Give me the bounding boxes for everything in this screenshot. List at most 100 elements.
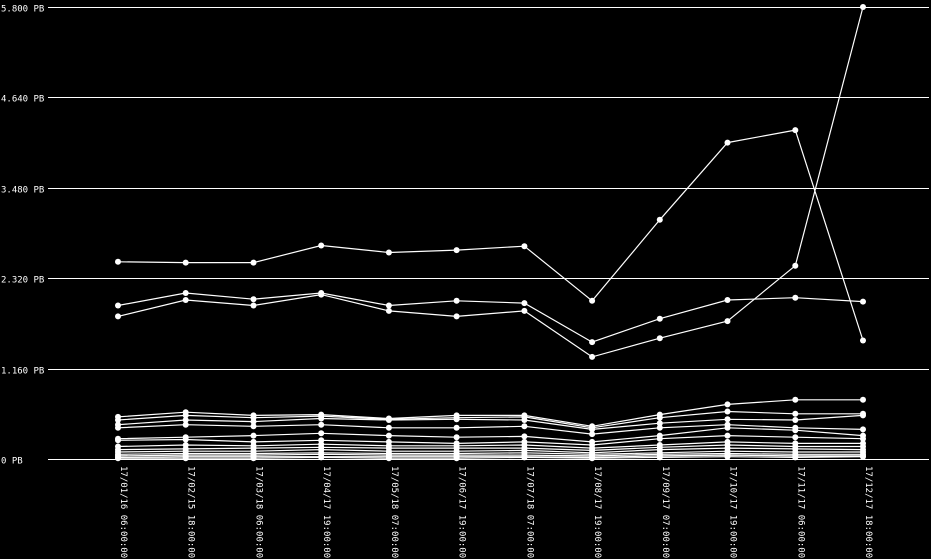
series-15	[115, 453, 866, 462]
data-point	[656, 414, 663, 421]
data-point	[792, 262, 799, 269]
data-point	[656, 216, 663, 223]
series-5	[115, 412, 866, 433]
data-point	[385, 249, 392, 256]
data-point	[860, 426, 866, 433]
data-point	[182, 421, 189, 428]
data-point	[182, 455, 189, 462]
data-point	[521, 417, 528, 423]
y-axis-ticks: 0 PB 1.160 PB 2.320 PB 3.480 PB 4.640 PB 5.80…	[1, 5, 44, 467]
series-line-1	[117, 292, 864, 343]
x-tick-label: 17/04/17 19:00:00	[321, 466, 331, 558]
x-tick-label: 17/07/18 07:00:00	[524, 466, 534, 558]
series-line-14	[117, 454, 863, 459]
y-tick-label: 4.640 PB	[1, 95, 44, 105]
data-point	[115, 455, 121, 462]
data-point	[453, 434, 460, 441]
series-line-8	[117, 434, 864, 446]
data-point	[318, 454, 325, 461]
data-point	[115, 258, 121, 265]
data-point	[656, 435, 663, 442]
data-point	[792, 427, 799, 434]
series-3	[115, 396, 866, 430]
data-point	[860, 337, 866, 344]
series-line-2	[117, 6, 864, 358]
data-point	[792, 410, 799, 417]
x-tick-label: 17/03/18 06:00:00	[254, 466, 264, 558]
series-line-3	[117, 399, 863, 427]
series-1	[115, 290, 866, 346]
data-point	[724, 318, 731, 325]
data-point	[792, 294, 799, 301]
data-point	[182, 417, 189, 423]
data-point	[860, 453, 866, 460]
data-point	[250, 455, 257, 462]
data-point	[589, 455, 596, 462]
data-point	[656, 315, 663, 322]
data-point	[453, 313, 460, 320]
data-point	[318, 430, 325, 437]
data-point	[792, 454, 799, 461]
data-point	[453, 424, 460, 431]
data-point	[318, 415, 325, 422]
series-line-0	[117, 129, 864, 341]
x-tick-label: 17/08/17 19:00:00	[592, 466, 602, 558]
data-point	[656, 424, 663, 431]
data-point	[792, 434, 799, 441]
series-line-10	[117, 444, 863, 452]
x-tick-label: 17/09/17 07:00:00	[660, 466, 670, 558]
data-point	[656, 335, 663, 342]
data-point	[724, 453, 731, 460]
data-point	[724, 416, 731, 423]
data-point	[724, 401, 731, 408]
data-point	[453, 247, 460, 254]
series-line-5	[117, 414, 864, 431]
x-tick-label: 17/12/17 18:00:00	[863, 466, 873, 558]
data-point	[724, 408, 731, 415]
data-point	[385, 417, 392, 423]
series-0	[115, 127, 866, 344]
data-point	[318, 291, 325, 298]
data-point	[792, 396, 799, 403]
x-tick-label: 17/05/18 07:00:00	[389, 466, 399, 558]
data-point	[589, 297, 596, 304]
data-point	[182, 290, 189, 296]
data-point	[385, 455, 392, 462]
data-point	[860, 298, 866, 305]
data-point	[724, 297, 731, 303]
data-point	[250, 259, 257, 266]
data-point	[250, 302, 257, 309]
data-point	[250, 296, 257, 303]
data-point	[182, 412, 189, 419]
data-point	[115, 417, 121, 423]
data-point	[656, 420, 663, 427]
data-point	[656, 454, 663, 461]
data-point	[860, 4, 866, 10]
data-point	[453, 455, 460, 462]
series-line-6	[117, 424, 864, 435]
x-tick-label: 17/10/17 19:00:00	[728, 466, 738, 558]
x-tick-label: 17/01/16 06:00:00	[118, 466, 128, 558]
x-axis-ticks: 17/01/16 06:00:00 17/02/15 18:00:00 17/03/…	[118, 466, 873, 558]
data-point	[860, 435, 866, 442]
data-point	[589, 426, 596, 433]
y-tick-label: 0 PB	[1, 457, 23, 467]
series-line-12	[117, 450, 863, 455]
series-layer	[115, 4, 866, 462]
data-point	[724, 139, 731, 146]
series-line-15	[118, 456, 864, 459]
data-point	[182, 436, 189, 443]
data-point	[521, 300, 528, 307]
data-point	[453, 416, 460, 423]
x-tick-label: 17/02/15 18:00:00	[186, 466, 196, 558]
x-tick-label: 17/11/17 06:00:00	[795, 466, 805, 558]
data-point	[589, 431, 596, 438]
data-point	[589, 339, 596, 346]
data-point	[385, 424, 392, 431]
data-point	[182, 259, 189, 266]
data-point	[860, 396, 866, 403]
data-point	[521, 423, 528, 430]
data-point	[385, 307, 392, 314]
series-6	[115, 421, 866, 438]
